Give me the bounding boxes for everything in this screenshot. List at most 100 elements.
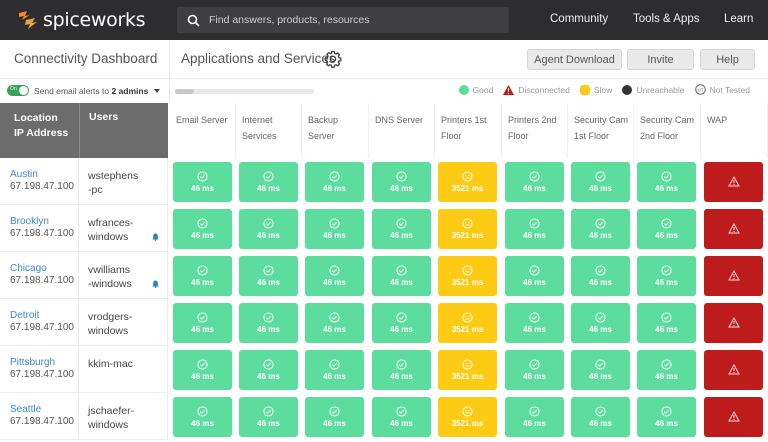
status-cell-good[interactable]: 46 ms: [372, 256, 431, 296]
latency-value: 46 ms: [523, 372, 546, 381]
status-cell-disconnected[interactable]: [704, 397, 763, 437]
latency-value: 46 ms: [323, 184, 346, 193]
legend-disconnected: Disconnected: [503, 84, 570, 95]
invite-button[interactable]: Invite: [627, 49, 694, 70]
agent-download-button[interactable]: Agent Download: [527, 49, 622, 70]
status-cell-good[interactable]: 46 ms: [637, 256, 696, 296]
status-cell-good[interactable]: 46 ms: [305, 397, 364, 437]
status-cell-good[interactable]: 46 ms: [571, 397, 630, 437]
status-cell-disconnected[interactable]: [704, 209, 763, 249]
status-cell-good[interactable]: 46 ms: [305, 209, 364, 249]
table-row: Austin 67.198.47.100 wstephens -pc 46 ms 46 m…: [0, 158, 768, 205]
status-cell-good[interactable]: 46 ms: [305, 162, 364, 202]
location-link[interactable]: Brooklyn: [10, 216, 49, 227]
location-link[interactable]: Detroit: [10, 310, 40, 321]
status-cell-good[interactable]: 46 ms: [173, 350, 232, 390]
legend-not-tested: NT Not Tested: [694, 84, 750, 95]
status-cell-good[interactable]: 46 ms: [505, 350, 564, 390]
bell-icon[interactable]: [152, 280, 159, 288]
status-cell-disconnected[interactable]: [704, 162, 763, 202]
legend-good: Good: [458, 84, 493, 95]
status-cell-good[interactable]: 46 ms: [637, 303, 696, 343]
status-cell-slow[interactable]: 3521 ms: [438, 303, 497, 343]
status-cell-good[interactable]: 46 ms: [173, 209, 232, 249]
status-cell-good[interactable]: 46 ms: [173, 256, 232, 296]
status-cell-good[interactable]: 46 ms: [505, 256, 564, 296]
status-cell-good[interactable]: 46 ms: [372, 350, 431, 390]
status-cell-good[interactable]: 46 ms: [173, 303, 232, 343]
status-cell-slow[interactable]: 3521 ms: [438, 350, 497, 390]
gear-icon[interactable]: [324, 50, 342, 68]
nav-community[interactable]: Community: [550, 13, 609, 25]
status-cell-slow[interactable]: 3521 ms: [438, 162, 497, 202]
status-cell-good[interactable]: 46 ms: [505, 397, 564, 437]
column-header-service[interactable]: Internet Services: [236, 103, 302, 158]
status-cell-good[interactable]: 46 ms: [637, 209, 696, 249]
status-cell-good[interactable]: 46 ms: [173, 162, 232, 202]
status-cell-good[interactable]: 46 ms: [239, 350, 298, 390]
status-cell-good[interactable]: 46 ms: [571, 162, 630, 202]
bell-icon[interactable]: [152, 233, 159, 241]
status-cell-good[interactable]: 46 ms: [372, 303, 431, 343]
alerts-text: Send email alerts to 2 admins: [34, 86, 148, 96]
status-cell-good[interactable]: 46 ms: [239, 209, 298, 249]
service-header-line: DNS Server: [375, 115, 424, 125]
column-header-users[interactable]: Users: [79, 103, 168, 158]
status-cell-good[interactable]: 46 ms: [637, 397, 696, 437]
column-header-service[interactable]: Printers 1st Floor: [435, 103, 502, 158]
status-cell-disconnected[interactable]: [704, 256, 763, 296]
email-alerts-toggle[interactable]: On: [7, 85, 29, 96]
service-header-line: Server: [308, 131, 335, 141]
status-cell-good[interactable]: 46 ms: [239, 256, 298, 296]
location-cell: Seattle 67.198.47.100: [0, 393, 79, 440]
status-cell-slow[interactable]: 3521 ms: [438, 256, 497, 296]
spiceworks-logo[interactable]: spiceworks: [16, 8, 146, 32]
status-cell-good[interactable]: 46 ms: [239, 303, 298, 343]
status-cell-slow[interactable]: 3521 ms: [438, 209, 497, 249]
status-cell-good[interactable]: 46 ms: [372, 397, 431, 437]
search-input[interactable]: Find answers, products, resources: [177, 7, 509, 33]
status-cell-good[interactable]: 46 ms: [571, 256, 630, 296]
status-cell-good[interactable]: 46 ms: [372, 162, 431, 202]
column-header-service[interactable]: Security Cam 2nd Floor: [634, 103, 701, 158]
status-cell-good[interactable]: 46 ms: [372, 209, 431, 249]
location-link[interactable]: Pittsburgh: [10, 357, 56, 368]
status-cell-good[interactable]: 46 ms: [571, 209, 630, 249]
status-cell-good[interactable]: 46 ms: [637, 350, 696, 390]
column-header-service[interactable]: Email Server: [170, 103, 236, 158]
column-header-service[interactable]: WAP: [701, 103, 768, 158]
chevron-down-icon[interactable]: [154, 88, 161, 93]
latency-value: 46 ms: [191, 231, 214, 240]
ip-address: 67.198.47.100: [10, 369, 74, 380]
status-cell-good[interactable]: 46 ms: [305, 256, 364, 296]
help-button[interactable]: Help: [700, 49, 755, 70]
status-cell-good[interactable]: 46 ms: [571, 350, 630, 390]
column-header-location[interactable]: Location IP Address: [0, 103, 79, 158]
nav-learn[interactable]: Learn: [724, 13, 754, 25]
column-header-service[interactable]: Backup Server: [302, 103, 369, 158]
column-header-service[interactable]: DNS Server: [369, 103, 435, 158]
alerts-target[interactable]: 2 admins: [111, 85, 149, 96]
status-cell-good[interactable]: 46 ms: [305, 350, 364, 390]
column-header-service[interactable]: Security Cam 1st Floor: [568, 103, 634, 158]
status-cell-good[interactable]: 46 ms: [571, 303, 630, 343]
status-cell-good[interactable]: 46 ms: [239, 162, 298, 202]
status-cell-good[interactable]: 46 ms: [505, 162, 564, 202]
status-cell-good[interactable]: 46 ms: [505, 303, 564, 343]
status-cell-slow[interactable]: 3521 ms: [438, 397, 497, 437]
location-link[interactable]: Seattle: [10, 404, 42, 415]
status-cell-good[interactable]: 46 ms: [173, 397, 232, 437]
status-cell-good[interactable]: 46 ms: [239, 397, 298, 437]
nav-tools-apps[interactable]: Tools & Apps: [633, 13, 700, 25]
location-cell: Detroit 67.198.47.100: [0, 299, 79, 346]
location-link[interactable]: Austin: [10, 169, 38, 180]
status-cell-disconnected[interactable]: [704, 350, 763, 390]
status-cell-good[interactable]: 46 ms: [505, 209, 564, 249]
location-link[interactable]: Chicago: [10, 263, 47, 274]
status-cell-disconnected[interactable]: [704, 303, 763, 343]
status-cell-good[interactable]: 46 ms: [305, 303, 364, 343]
user-name-line: windows: [88, 325, 129, 337]
status-cell-good[interactable]: 46 ms: [637, 162, 696, 202]
check-circle-icon: [197, 265, 208, 276]
column-header-service[interactable]: Printers 2nd Floor: [502, 103, 568, 158]
